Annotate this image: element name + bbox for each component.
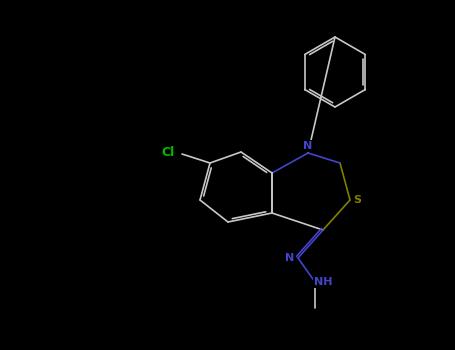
Text: N: N (285, 253, 295, 263)
Text: Cl: Cl (162, 147, 175, 160)
Text: S: S (353, 195, 361, 205)
Text: N: N (303, 141, 313, 151)
Text: NH: NH (314, 277, 332, 287)
